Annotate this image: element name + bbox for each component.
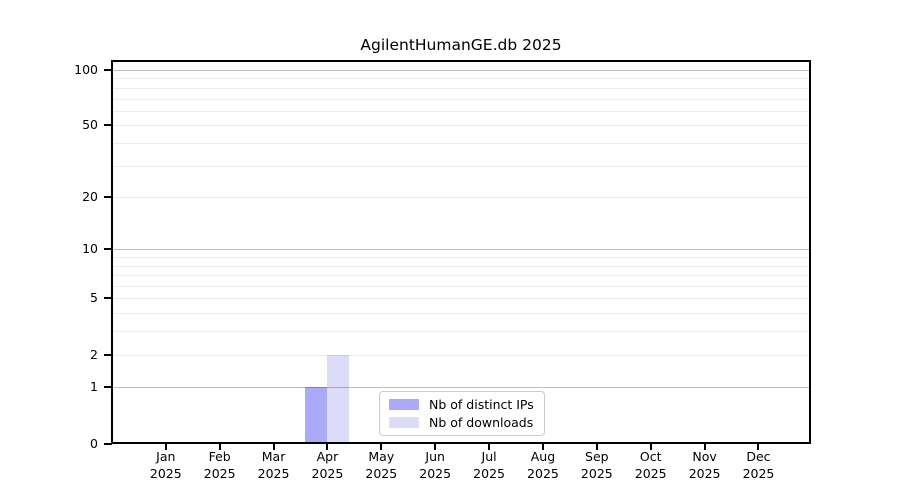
x-tick-label-mar: Mar 2025 (242, 449, 306, 482)
x-tick-label-may: May 2025 (349, 449, 413, 482)
x-tick-mark-mar (272, 444, 275, 450)
y-tick-label-2: 2 (90, 346, 98, 362)
minor-gridline-6 (113, 286, 809, 288)
x-tick-label-month: Sep (585, 449, 609, 464)
x-tick-label-year: 2025 (742, 465, 775, 481)
y-tick-label-100: 100 (74, 62, 98, 77)
x-tick-label-month: Jun (425, 449, 445, 464)
x-tick-label-feb: Feb 2025 (188, 449, 252, 482)
y-tick-label-1: 1 (90, 379, 98, 395)
legend-item: Nb of downloads (389, 415, 535, 430)
y-tick-label-20: 20 (82, 189, 98, 205)
x-tick-label-month: Jul (481, 449, 497, 464)
x-tick-label-year: 2025 (634, 465, 667, 481)
x-tick-label-month: Nov (692, 449, 717, 464)
major-gridline-10 (113, 249, 809, 251)
x-tick-label-month: Oct (639, 449, 662, 464)
x-tick-label-year: 2025 (149, 465, 182, 481)
x-tick-label-year: 2025 (311, 465, 344, 481)
y-tick-label-5: 5 (90, 290, 98, 306)
y-tick-mark-100 (104, 69, 112, 71)
x-tick-label-jul: Jul 2025 (457, 449, 521, 482)
x-tick-mark-apr (326, 444, 329, 450)
legend: Nb of distinct IPs Nb of downloads (379, 391, 545, 436)
legend-label: Nb of downloads (429, 415, 534, 430)
x-tick-label-year: 2025 (527, 465, 559, 481)
y-tick-mark-0 (104, 442, 112, 445)
x-tick-label-month: Jan (156, 449, 176, 464)
bar-nb-of-downloads-apr (327, 354, 350, 442)
x-tick-mark-sep (595, 444, 598, 450)
x-tick-label-oct: Oct 2025 (619, 449, 683, 482)
y-tick-label-10: 10 (82, 241, 98, 257)
major-gridline-100 (113, 70, 809, 71)
x-tick-label-month: Apr (316, 449, 339, 464)
x-tick-label-nov: Nov 2025 (673, 449, 737, 482)
minor-gridline-70 (113, 98, 809, 100)
x-tick-label-apr: Apr 2025 (295, 449, 359, 482)
minor-gridline-30 (113, 165, 809, 167)
x-tick-mark-jul (488, 444, 491, 450)
x-tick-mark-dec (757, 444, 760, 450)
minor-gridline-50 (113, 125, 809, 127)
x-tick-label-month: Mar (261, 449, 286, 464)
minor-gridline-8 (113, 265, 809, 267)
y-tick-label-0: 0 (90, 435, 98, 451)
y-tick-mark-2 (104, 353, 112, 356)
x-tick-label-jun: Jun 2025 (403, 449, 467, 482)
x-tick-label-dec: Dec 2025 (726, 449, 790, 482)
legend-item: Nb of distinct IPs (389, 397, 535, 412)
x-tick-label-jan: Jan 2025 (134, 449, 198, 482)
minor-gridline-3 (113, 331, 809, 333)
minor-gridline-60 (113, 110, 809, 112)
x-tick-label-month: Feb (208, 449, 231, 464)
x-tick-label-month: May (368, 449, 395, 464)
x-tick-mark-jan (164, 444, 167, 450)
x-tick-label-month: Dec (746, 449, 771, 464)
x-tick-mark-aug (541, 444, 544, 450)
y-tick-mark-10 (104, 248, 112, 251)
x-tick-mark-feb (218, 444, 221, 450)
x-tick-mark-jun (434, 444, 437, 450)
minor-gridline-80 (113, 87, 809, 89)
minor-gridline-40 (113, 142, 809, 144)
x-tick-label-year: 2025 (365, 465, 398, 481)
x-tick-label-year: 2025 (257, 465, 290, 481)
x-tick-label-sep: Sep 2025 (565, 449, 629, 482)
x-tick-mark-oct (649, 444, 652, 450)
x-tick-label-year: 2025 (580, 465, 613, 481)
x-tick-mark-may (380, 444, 383, 450)
y-tick-mark-5 (104, 297, 112, 300)
minor-gridline-5 (113, 298, 809, 300)
y-tick-mark-20 (104, 196, 112, 199)
minor-gridline-90 (113, 78, 809, 80)
x-tick-label-year: 2025 (419, 465, 452, 481)
x-tick-mark-nov (703, 444, 706, 450)
y-tick-mark-1 (104, 386, 112, 389)
minor-gridline-7 (113, 275, 809, 277)
x-tick-label-year: 2025 (473, 465, 505, 481)
x-tick-label-aug: Aug 2025 (511, 449, 575, 482)
x-tick-label-year: 2025 (203, 465, 236, 481)
minor-gridline-4 (113, 313, 809, 315)
minor-gridline-2 (113, 354, 809, 356)
chart-title: AgilentHumanGE.db 2025 (360, 36, 562, 54)
legend-label: Nb of distinct IPs (429, 397, 534, 412)
minor-gridline-20 (113, 197, 809, 199)
legend-swatch-distinct-ips (389, 399, 419, 410)
y-tick-mark-50 (104, 124, 112, 127)
x-tick-label-month: Aug (530, 449, 556, 464)
minor-gridline-9 (113, 257, 809, 259)
plot-area-border (111, 60, 811, 444)
bar-nb-of-distinct-ips-apr (305, 387, 328, 442)
major-gridline-1 (113, 387, 809, 389)
legend-swatch-downloads (389, 417, 419, 428)
y-tick-label-50: 50 (82, 117, 98, 133)
x-tick-label-year: 2025 (688, 465, 721, 481)
